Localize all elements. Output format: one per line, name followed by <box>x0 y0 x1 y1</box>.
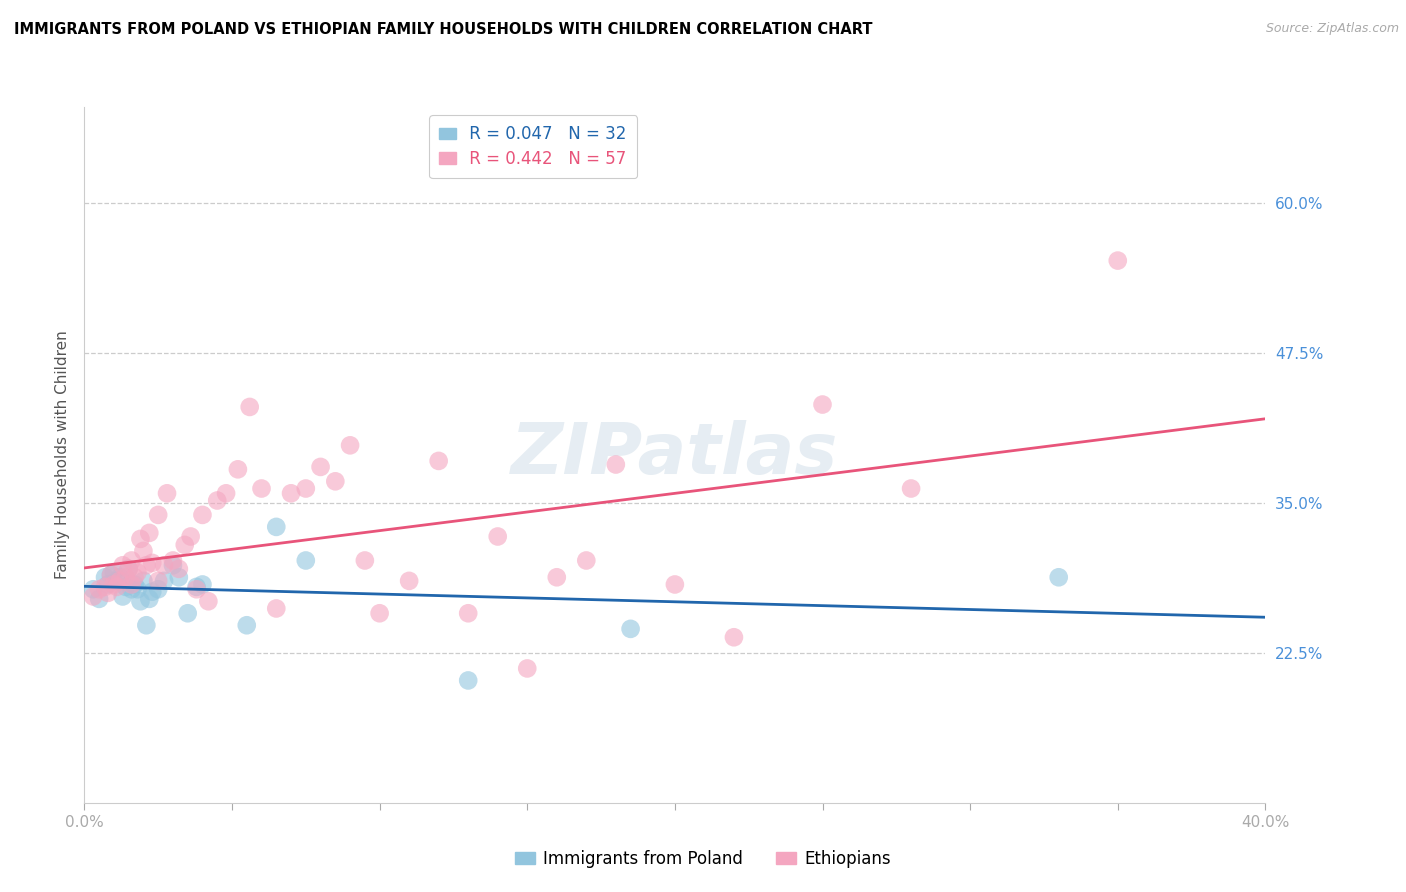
Point <box>111 590 134 604</box>
Text: ZIPatlas: ZIPatlas <box>512 420 838 490</box>
Point <box>191 508 214 522</box>
Point <box>127 582 149 597</box>
Point <box>121 582 143 597</box>
Point <box>153 558 176 573</box>
Point <box>124 570 146 584</box>
Point <box>118 562 141 576</box>
Point <box>103 577 125 591</box>
Point <box>235 618 259 632</box>
Point <box>398 574 420 588</box>
Point <box>205 493 228 508</box>
Point <box>148 582 170 597</box>
Point <box>197 594 219 608</box>
Legend:  R = 0.047   N = 32,  R = 0.442   N = 57: R = 0.047 N = 32, R = 0.442 N = 57 <box>429 115 637 178</box>
Point <box>186 582 208 597</box>
Point <box>132 544 155 558</box>
Point <box>153 574 176 588</box>
Point <box>114 580 136 594</box>
Point <box>339 438 361 452</box>
Point <box>148 574 170 588</box>
Point <box>605 458 627 472</box>
Point <box>87 582 111 597</box>
Point <box>135 558 157 573</box>
Point <box>323 475 347 489</box>
Point <box>97 586 120 600</box>
Point <box>127 566 149 580</box>
Point <box>129 594 152 608</box>
Point <box>111 558 134 573</box>
Point <box>82 582 104 597</box>
Point <box>94 580 117 594</box>
Point <box>575 553 598 567</box>
Text: Source: ZipAtlas.com: Source: ZipAtlas.com <box>1265 22 1399 36</box>
Point <box>723 630 745 644</box>
Point <box>124 577 146 591</box>
Point <box>108 570 131 584</box>
Point <box>180 529 202 543</box>
Point <box>135 618 157 632</box>
Point <box>546 570 568 584</box>
Point <box>100 567 122 582</box>
Point <box>295 553 318 567</box>
Legend: Immigrants from Poland, Ethiopians: Immigrants from Poland, Ethiopians <box>508 844 898 875</box>
Point <box>167 570 190 584</box>
Point <box>132 574 155 588</box>
Point <box>138 591 160 606</box>
Point <box>427 454 450 468</box>
Point <box>105 574 128 588</box>
Point <box>354 553 377 567</box>
Point <box>664 577 686 591</box>
Point <box>457 673 479 688</box>
Point <box>264 601 288 615</box>
Y-axis label: Family Households with Children: Family Households with Children <box>55 331 70 579</box>
Point <box>295 482 318 496</box>
Point <box>280 486 302 500</box>
Point <box>167 562 190 576</box>
Point <box>173 538 195 552</box>
Point <box>162 558 184 573</box>
Point <box>129 532 152 546</box>
Point <box>114 570 136 584</box>
Point <box>108 574 131 588</box>
Point <box>486 529 509 543</box>
Point <box>138 525 160 540</box>
Point <box>811 398 834 412</box>
Point <box>1047 570 1070 584</box>
Point <box>156 486 179 500</box>
Point <box>368 607 391 621</box>
Point <box>141 556 163 570</box>
Point <box>264 520 288 534</box>
Point <box>186 580 208 594</box>
Point <box>619 622 641 636</box>
Point <box>226 462 249 476</box>
Point <box>97 577 120 591</box>
Point <box>94 570 117 584</box>
Point <box>457 607 479 621</box>
Point <box>121 577 143 591</box>
Text: IMMIGRANTS FROM POLAND VS ETHIOPIAN FAMILY HOUSEHOLDS WITH CHILDREN CORRELATION : IMMIGRANTS FROM POLAND VS ETHIOPIAN FAMI… <box>14 22 873 37</box>
Point <box>121 553 143 567</box>
Point <box>148 508 170 522</box>
Point <box>191 577 214 591</box>
Point <box>250 482 273 496</box>
Point <box>105 580 128 594</box>
Point <box>103 566 125 580</box>
Point <box>177 607 200 621</box>
Point <box>141 584 163 599</box>
Point <box>215 486 238 500</box>
Point <box>82 590 104 604</box>
Point <box>162 553 184 567</box>
Point <box>87 591 111 606</box>
Point <box>100 567 122 582</box>
Point <box>118 562 141 576</box>
Point <box>239 400 262 414</box>
Point <box>516 661 538 675</box>
Point <box>309 459 332 474</box>
Point <box>900 482 922 496</box>
Point <box>1107 253 1129 268</box>
